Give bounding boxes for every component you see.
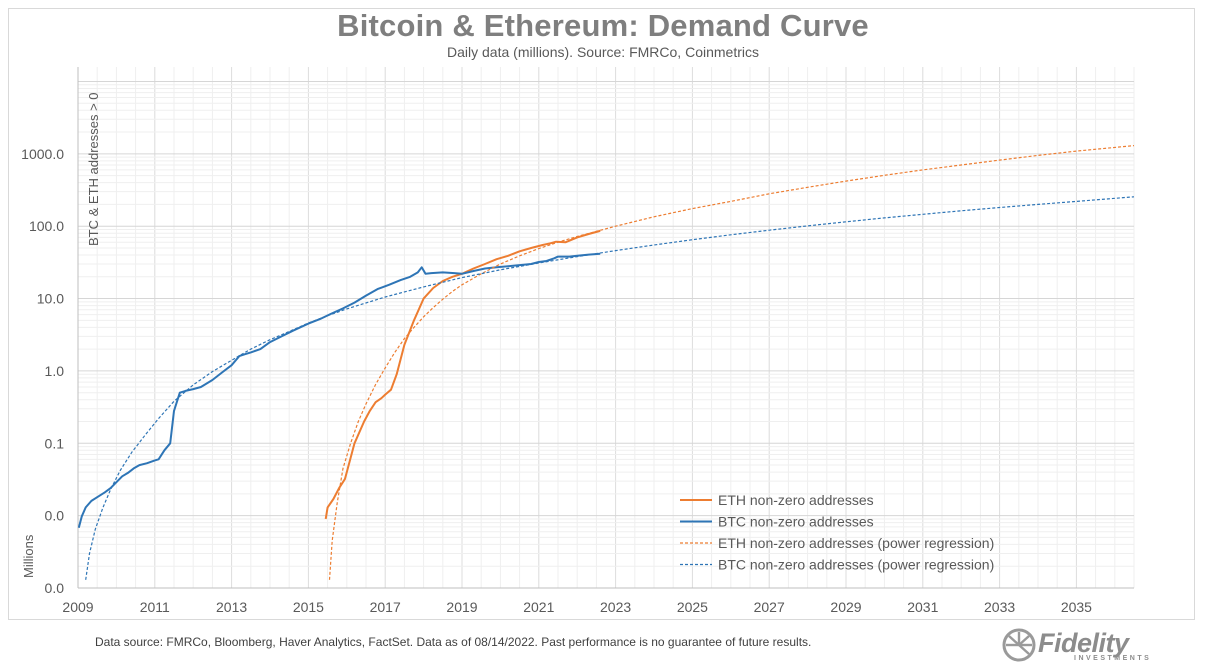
x-tick-label: 2029 (830, 599, 861, 615)
x-tick-label: 2009 (62, 599, 93, 615)
x-tick-labels: 2009 2011 2013 2015 2017 2019 2021 2023 2025 2027… (62, 599, 1092, 615)
series-line-3 (328, 145, 1135, 580)
chart-title: Bitcoin & Ethereum: Demand Curve (337, 8, 869, 43)
x-tick-label: 2023 (600, 599, 631, 615)
legend-label-2: BTC non-zero addresses (718, 514, 874, 530)
y-tick-labels: 0.0 0.0 0.1 1.0 10.0 100.0 1000.0 (21, 146, 64, 596)
y-tick-label: 0.1 (45, 435, 65, 451)
fidelity-logo-text: Fidelity (1038, 628, 1129, 658)
legend-label-3: ETH non-zero addresses (power regression… (718, 535, 994, 551)
x-tick-label: 2013 (216, 599, 247, 615)
y-tick-label: 100.0 (29, 218, 64, 234)
legend: ETH non-zero addresses BTC non-zero addre… (680, 492, 994, 573)
x-tick-label: 2033 (984, 599, 1015, 615)
series-line-2 (77, 252, 601, 529)
legend-label-4: BTC non-zero addresses (power regression… (718, 557, 994, 573)
chart-subtitle: Daily data (millions). Source: FMRCo, Co… (447, 44, 759, 60)
x-tick-label: 2031 (907, 599, 938, 615)
footer-note: Data source: FMRCo, Bloomberg, Haver Ana… (95, 635, 812, 649)
y-tick-label: 0.0 (45, 580, 65, 596)
axes (77, 67, 1134, 589)
series-line-1 (324, 229, 601, 520)
gridlines (77, 67, 1135, 589)
fidelity-logo-tagline: INVESTMENTS (1074, 655, 1152, 662)
fidelity-logo-icon (1002, 628, 1036, 662)
series-line-4 (85, 196, 1135, 580)
y-tick-label: 1.0 (45, 363, 65, 379)
fidelity-logo: Fidelity INVESTMENTS (1002, 626, 1172, 664)
x-tick-label: 2035 (1061, 599, 1092, 615)
series-lines (77, 145, 1135, 580)
y-axis-label: BTC & ETH addresses > 0 (86, 92, 101, 246)
x-tick-label: 2019 (446, 599, 477, 615)
x-tick-label: 2011 (140, 599, 170, 615)
y-tick-label: 1000.0 (21, 146, 64, 162)
y-axis-unit-label: Millions (21, 534, 36, 578)
x-tick-label: 2017 (370, 599, 401, 615)
x-tick-label: 2027 (754, 599, 785, 615)
x-tick-label: 2015 (293, 599, 324, 615)
y-tick-label: 0.0 (45, 508, 65, 524)
y-tick-label: 10.0 (37, 291, 64, 307)
x-tick-label: 2025 (677, 599, 708, 615)
legend-label-1: ETH non-zero addresses (718, 492, 874, 508)
x-tick-label: 2021 (523, 599, 554, 615)
